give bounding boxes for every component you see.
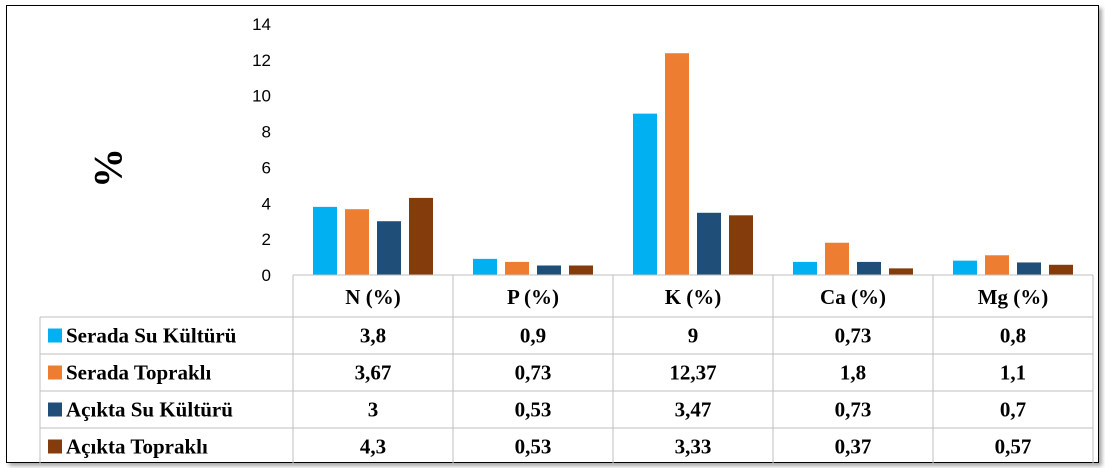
series-label: Açıkta Topraklı — [66, 435, 208, 459]
bar — [505, 261, 529, 275]
bar — [953, 260, 977, 275]
y-tick-label: 10 — [252, 87, 271, 106]
legend-key — [48, 439, 62, 454]
bar — [825, 242, 849, 275]
bar — [409, 197, 433, 275]
bar — [569, 265, 593, 275]
bar — [697, 212, 721, 275]
data-label: 4,3 — [360, 435, 386, 459]
bar — [313, 206, 337, 275]
bar — [1017, 262, 1041, 275]
bar — [633, 113, 657, 276]
category-label: P (%) — [507, 285, 559, 309]
category-label: Mg (%) — [978, 285, 1049, 309]
y-tick-label: 12 — [252, 51, 271, 70]
category-label: N (%) — [345, 285, 400, 309]
data-label: 3,47 — [675, 398, 712, 422]
data-label: 3 — [368, 398, 379, 422]
bar — [665, 53, 689, 275]
data-label: 0,53 — [515, 398, 552, 422]
bar — [1049, 264, 1073, 275]
data-label: 3,8 — [360, 324, 386, 348]
category-label: K (%) — [665, 285, 722, 309]
y-tick-label: 0 — [262, 266, 271, 285]
y-tick-label: 8 — [262, 123, 271, 142]
bar — [537, 265, 561, 275]
bar — [729, 215, 753, 275]
data-label: 0,73 — [835, 324, 872, 348]
data-label: 3,67 — [355, 361, 392, 385]
series-label: Serada Su Kültürü — [66, 324, 237, 348]
bar — [345, 209, 369, 275]
data-label: 1,1 — [1000, 361, 1026, 385]
data-label: 3,33 — [675, 435, 712, 459]
legend-key — [48, 328, 62, 343]
data-label: 0,7 — [1000, 398, 1026, 422]
legend-key — [48, 365, 62, 380]
bar — [889, 268, 913, 275]
y-tick-label: 6 — [262, 158, 271, 177]
bar — [793, 261, 817, 275]
bar — [985, 255, 1009, 275]
data-label: 1,8 — [840, 361, 866, 385]
y-tick-label: 14 — [252, 15, 271, 34]
data-label: 9 — [688, 324, 699, 348]
legend-key — [48, 402, 62, 417]
data-label: 0,9 — [520, 324, 546, 348]
bar — [857, 261, 881, 275]
data-label: 12,37 — [669, 361, 716, 385]
data-label: 0,73 — [515, 361, 552, 385]
data-label: 0,37 — [835, 435, 872, 459]
series-label: Açıkta Su Kültürü — [66, 398, 233, 422]
data-label: 0,8 — [1000, 324, 1026, 348]
data-label: 0,57 — [995, 435, 1032, 459]
y-tick-label: 4 — [262, 194, 271, 213]
chart-frame — [6, 5, 1099, 463]
bar — [473, 258, 497, 275]
data-label: 0,53 — [515, 435, 552, 459]
category-label: Ca (%) — [820, 285, 886, 309]
bar — [377, 221, 401, 275]
series-label: Serada Topraklı — [66, 361, 211, 385]
data-label: 0,73 — [835, 398, 872, 422]
y-tick-label: 2 — [262, 230, 271, 249]
